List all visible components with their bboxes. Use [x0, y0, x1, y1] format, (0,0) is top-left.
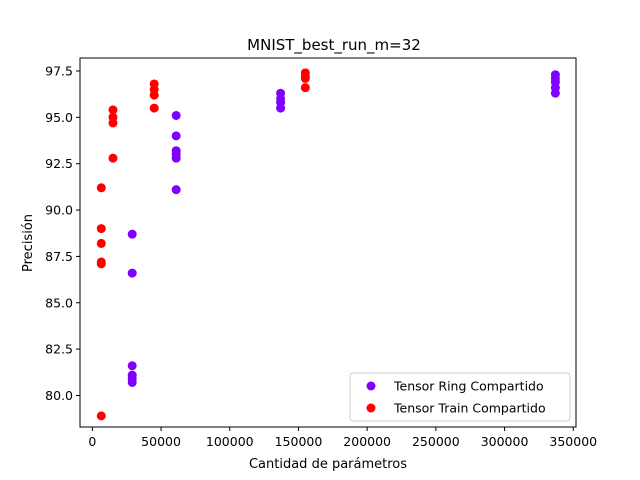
- legend-marker: [366, 403, 376, 413]
- data-marks: [96, 68, 560, 421]
- y-tick-label: 87.5: [45, 249, 73, 264]
- plot-frame: [79, 57, 577, 428]
- x-tick-label: 350000: [549, 434, 597, 449]
- legend-label: Tensor Ring Compartido: [393, 379, 544, 394]
- y-tick-label: 85.0: [45, 295, 73, 310]
- y-tick-label: 90.0: [45, 203, 73, 218]
- x-axis: 0 50000 100000 150000 200000 250000 300000 3500…: [88, 427, 597, 449]
- series-0-point: [550, 88, 560, 98]
- series-1-point: [96, 238, 106, 248]
- x-tick-label: 100000: [206, 434, 254, 449]
- x-tick-label: 200000: [343, 434, 391, 449]
- x-tick-label: 250000: [412, 434, 460, 449]
- series-1-point: [108, 153, 118, 163]
- series-0-point: [171, 153, 181, 163]
- series-1-point: [96, 183, 106, 193]
- y-axis: 80.0 82.5 85.0 87.5 90.0 92.5 95.0 97.5: [45, 63, 80, 403]
- series-1-point: [108, 118, 118, 128]
- x-tick-label: 150000: [275, 434, 323, 449]
- series-0-point: [171, 110, 181, 120]
- y-tick-label: 97.5: [45, 63, 73, 78]
- series-1-point: [300, 73, 310, 83]
- y-tick-label: 82.5: [45, 342, 73, 357]
- series-0-point: [171, 185, 181, 195]
- x-tick-label: 300000: [481, 434, 529, 449]
- y-axis-label: Precisión: [21, 214, 36, 272]
- series-0-point: [127, 268, 137, 278]
- legend: Tensor Ring Compartido Tensor Train Compa…: [349, 372, 571, 422]
- series-1-point: [96, 224, 106, 234]
- legend-label: Tensor Train Compartido: [393, 401, 546, 416]
- series-1-point: [96, 411, 106, 421]
- legend-box: [349, 372, 571, 422]
- series-0-point: [127, 377, 137, 387]
- y-tick-label: 80.0: [45, 388, 73, 403]
- x-tick-label: 50000: [141, 434, 181, 449]
- series-1-point: [300, 83, 310, 93]
- series-0-point: [127, 229, 137, 239]
- series-1-point: [149, 103, 159, 113]
- y-tick-label: 95.0: [45, 110, 73, 125]
- series-0-point: [127, 361, 137, 371]
- y-tick-label: 92.5: [45, 156, 73, 171]
- x-tick-label: 0: [88, 434, 96, 449]
- series-1-point: [108, 105, 118, 115]
- series-1-point: [96, 259, 106, 269]
- legend-marker: [366, 381, 376, 391]
- series-0-point: [276, 103, 286, 113]
- chart-title: MNIST_best_run_m=32: [247, 36, 421, 55]
- x-axis-label: Cantidad de parámetros: [249, 457, 407, 472]
- series-1-point: [149, 90, 159, 100]
- series-0-point: [171, 131, 181, 141]
